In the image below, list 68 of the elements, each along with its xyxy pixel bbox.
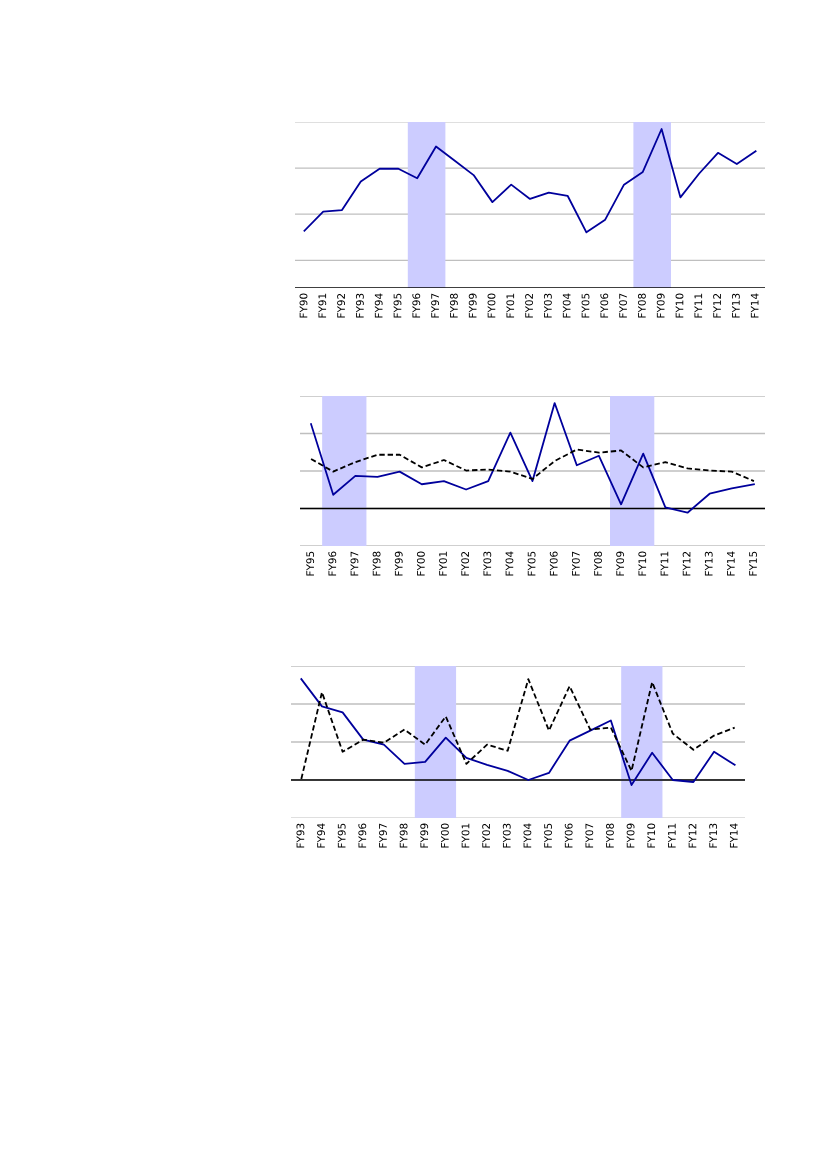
x-tick-label: FY08 — [594, 551, 602, 576]
x-tick-label: FY00 — [487, 293, 496, 318]
x-tick-label: FY92 — [337, 293, 346, 318]
x-tick-label: FY08 — [606, 823, 614, 848]
x-tick-label: FY15 — [749, 551, 757, 576]
x-tick-label: FY07 — [571, 551, 580, 576]
x-tick-label: FY01 — [506, 293, 515, 318]
x-tick-label: FY14 — [729, 823, 738, 848]
x-tick-label: FY03 — [502, 823, 511, 848]
x-tick-label: FY93 — [355, 293, 364, 318]
x-tick-label: FY97 — [350, 551, 359, 576]
x-tick-label: FY12 — [688, 823, 697, 848]
x-tick-label: FY96 — [328, 551, 337, 576]
x-tick-label: FY97 — [431, 293, 440, 318]
x-tick-label: FY97 — [379, 823, 387, 848]
x-tick-label: FY04 — [505, 551, 514, 576]
x-tick-label: FY03 — [483, 551, 492, 576]
x-tick-label: FY13 — [731, 293, 740, 318]
x-tick-label: FY95 — [306, 551, 315, 576]
x-tick-label: FY05 — [527, 551, 536, 576]
x-tick-label: FY14 — [727, 551, 735, 576]
x-tick-label: FY96 — [412, 293, 421, 318]
x-tick-label: FY98 — [399, 823, 408, 848]
x-tick-label: FY12 — [713, 293, 721, 318]
x-tick-label: FY99 — [420, 823, 429, 848]
x-tick-label: FY11 — [668, 823, 676, 848]
x-tick-label: FY07 — [585, 823, 594, 848]
x-tick-label: FY04 — [562, 293, 571, 318]
x-tick-label: FY99 — [394, 551, 403, 576]
x-tick-label: FY03 — [543, 293, 552, 318]
x-tick-label: FY98 — [449, 293, 458, 318]
x-tick-label: FY96 — [358, 823, 367, 848]
x-tick-label: FY06 — [600, 293, 609, 318]
x-tick-label: FY04 — [523, 823, 532, 848]
x-tick-label: FY95 — [337, 823, 346, 848]
x-tick-label: FY10 — [638, 551, 647, 576]
x-tick-label: FY00 — [416, 551, 425, 576]
x-tick-label: FY93 — [296, 823, 305, 848]
x-tick-label: FY95 — [393, 293, 402, 318]
x-tick-label: FY05 — [544, 823, 552, 848]
x-tick-label: FY07 — [619, 293, 628, 318]
x-tick-label: FY01 — [461, 823, 470, 848]
x-tick-label: FY14 — [750, 293, 759, 318]
x-tick-label: FY06 — [564, 823, 573, 848]
x-tick-label: FY08 — [637, 293, 646, 318]
x-tick-label: FY13 — [709, 823, 718, 848]
x-tick-label: FY91 — [318, 293, 327, 318]
x-tick-label: FY11 — [660, 551, 669, 576]
x-tick-label: FY94 — [374, 293, 383, 318]
x-tick-label: FY09 — [626, 823, 635, 848]
x-tick-label: FY01 — [439, 551, 447, 576]
x-tick-label: FY99 — [468, 293, 477, 318]
x-tick-label: FY90 — [299, 293, 308, 318]
x-tick-label: FY02 — [525, 293, 534, 318]
x-tick-label: FY12 — [682, 551, 691, 576]
x-tick-label: FY11 — [694, 293, 703, 318]
x-tick-label: FY05 — [581, 293, 590, 318]
x-tick-label: FY10 — [647, 823, 656, 848]
x-tick-label: FY02 — [482, 823, 491, 848]
x-tick-label: FY94 — [317, 823, 325, 848]
x-tick-label: FY00 — [440, 823, 449, 848]
x-tick-label: FY09 — [616, 551, 625, 576]
x-tick-label: FY09 — [656, 293, 665, 318]
x-tick-label: FY98 — [372, 551, 381, 576]
x-tick-label: FY10 — [675, 293, 684, 318]
x-tick-label: FY02 — [461, 551, 470, 576]
x-tick-label: FY06 — [549, 551, 558, 576]
x-tick-label: FY13 — [704, 551, 713, 576]
